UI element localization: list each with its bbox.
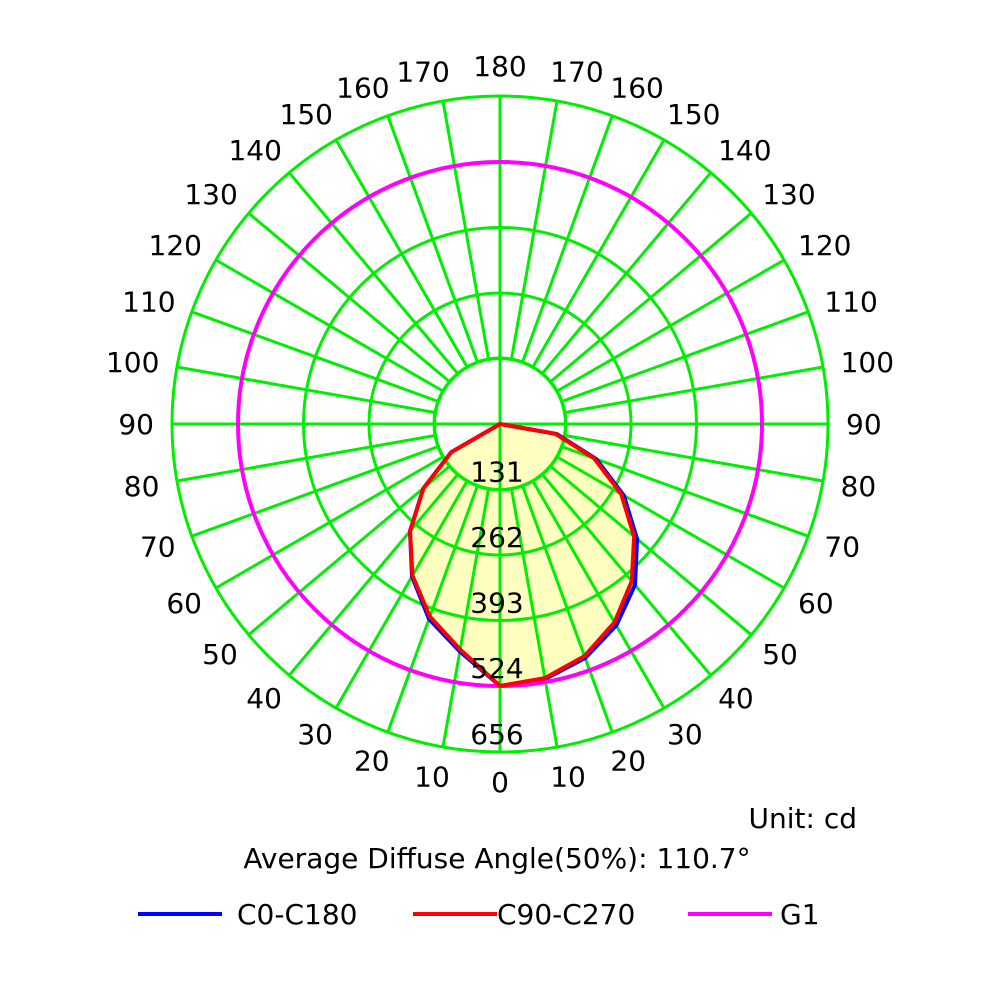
- angle-label-right-160: 160: [610, 72, 663, 105]
- angle-label-left-30: 30: [297, 718, 333, 751]
- angle-label-right-140: 140: [718, 134, 771, 167]
- angle-label-left-90: 90: [118, 408, 154, 441]
- radial-label-393: 393: [470, 587, 523, 620]
- grid-spoke: [334, 480, 469, 709]
- legend: C0-C180 C90-C270 G1: [138, 898, 820, 931]
- angle-label-left-60: 60: [166, 587, 202, 620]
- angle-label-left-180: 180: [473, 50, 526, 83]
- grid-spoke: [191, 310, 439, 403]
- angle-label-left-50: 50: [202, 638, 238, 671]
- grid-spoke: [176, 365, 436, 414]
- angle-label-left-70: 70: [140, 530, 176, 563]
- angle-label-left-120: 120: [149, 229, 202, 262]
- grid-spoke: [549, 465, 753, 636]
- angle-label-left-0: 0: [491, 766, 509, 799]
- grid-spoke: [247, 465, 451, 636]
- intensity-curves: [236, 160, 764, 688]
- grid-spoke: [510, 488, 559, 748]
- grid-spoke: [441, 100, 490, 360]
- unit-label: Unit: cd: [749, 802, 858, 835]
- angle-label-left-170: 170: [396, 55, 449, 88]
- angle-label-left-160: 160: [336, 72, 389, 105]
- angle-label-right-110: 110: [824, 286, 877, 319]
- average-diffuse-angle: Average Diffuse Angle(50%): 110.7°: [243, 842, 750, 875]
- radial-label-262: 262: [470, 521, 523, 554]
- angle-label-right-130: 130: [762, 178, 815, 211]
- grid-spoke: [441, 488, 490, 748]
- grid-spoke: [288, 171, 459, 375]
- angle-label-left-100: 100: [106, 346, 159, 379]
- radial-label-131: 131: [470, 456, 523, 489]
- grid-spoke: [215, 258, 444, 393]
- angle-label-left-80: 80: [124, 470, 160, 503]
- angle-label-right-10: 10: [550, 761, 586, 794]
- legend-label-c90-c270: C90-C270: [497, 898, 635, 931]
- angle-label-right-100: 100: [841, 346, 894, 379]
- legend-label-g1: G1: [780, 898, 820, 931]
- angle-label-left-140: 140: [228, 134, 281, 167]
- grid-spoke: [247, 212, 451, 383]
- grid-spoke: [521, 115, 614, 363]
- grid-spoke: [564, 365, 824, 414]
- angle-label-right-30: 30: [667, 718, 703, 751]
- grid-spoke: [191, 445, 439, 538]
- grid-spoke: [386, 485, 479, 733]
- angle-label-left-40: 40: [246, 682, 282, 715]
- angle-label-right-150: 150: [667, 98, 720, 131]
- grid-spoke: [288, 473, 459, 677]
- grid-spoke: [556, 258, 785, 393]
- angle-label-right-90: 90: [846, 408, 882, 441]
- grid-spoke: [556, 455, 785, 590]
- legend-label-c0-c180: C0-C180: [237, 898, 357, 931]
- grid-spoke: [531, 139, 666, 368]
- grid-spoke: [541, 473, 712, 677]
- angle-label-right-170: 170: [550, 55, 603, 88]
- grid-spoke: [176, 434, 436, 483]
- series-curve-c90-c270: [408, 422, 637, 688]
- grid-spoke: [549, 212, 753, 383]
- grid-spoke: [521, 485, 614, 733]
- angle-label-right-20: 20: [610, 744, 646, 777]
- chart-labels: 0102030405060708090100110120130140150160…: [106, 50, 894, 799]
- grid-spoke: [215, 455, 444, 590]
- grid-spoke: [386, 115, 479, 363]
- grid-spoke: [531, 480, 666, 709]
- angle-label-left-20: 20: [354, 744, 390, 777]
- angle-label-left-10: 10: [414, 761, 450, 794]
- grid-spoke: [541, 171, 712, 375]
- grid-spoke: [510, 100, 559, 360]
- angle-label-right-40: 40: [718, 682, 754, 715]
- grid-spoke: [564, 434, 824, 483]
- angle-label-left-130: 130: [184, 178, 237, 211]
- radial-label-656: 656: [470, 718, 523, 751]
- polar-grid: [170, 94, 830, 754]
- angle-label-left-110: 110: [122, 286, 175, 319]
- angle-label-right-80: 80: [841, 470, 877, 503]
- grid-spoke: [561, 310, 809, 403]
- grid-spoke: [561, 445, 809, 538]
- grid-spoke: [334, 139, 469, 368]
- angle-label-right-60: 60: [798, 587, 834, 620]
- angle-label-right-120: 120: [798, 229, 851, 262]
- angle-label-right-50: 50: [762, 638, 798, 671]
- radial-label-524: 524: [470, 652, 523, 685]
- angle-label-right-70: 70: [824, 530, 860, 563]
- angle-label-left-150: 150: [280, 98, 333, 131]
